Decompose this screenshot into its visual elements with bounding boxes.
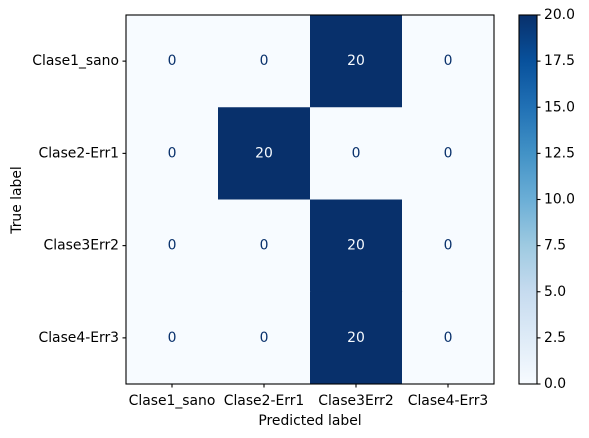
colorbar-tick-label: 20.0: [544, 7, 575, 23]
colorbar-tick-label: 7.5: [544, 238, 566, 254]
cell-value-label: 20: [347, 238, 365, 254]
y-tick-label: Clase3Err2: [44, 238, 119, 254]
colorbar-tick-label: 12.5: [544, 145, 575, 161]
x-tick-label: Clase1_sano: [129, 393, 216, 409]
x-tick-label: Clase3Err2: [318, 393, 393, 409]
colorbar-tick-label: 0.0: [544, 376, 566, 392]
cell-value-label: 0: [168, 238, 177, 254]
colorbar-tick-label: 10.0: [544, 192, 575, 208]
colorbar-gradient: [519, 15, 537, 384]
y-tick-label: Clase2-Err1: [39, 145, 120, 161]
cell-value-label: 0: [168, 330, 177, 346]
x-axis-label: Predicted label: [258, 413, 361, 429]
x-tick-label: Clase4-Err3: [408, 393, 489, 409]
x-tick-label: Clase2-Err1: [224, 393, 305, 409]
cell-value-label: 0: [168, 53, 177, 69]
colorbar: 0.0 2.5 5.0 7.5 10.0 12.5 15.0 17.5 20.0: [519, 7, 575, 392]
cell-value-label: 0: [444, 330, 453, 346]
y-tick-label: Clase1_sano: [32, 53, 119, 69]
y-axis-label: True label: [9, 166, 25, 235]
cell-value-label: 0: [260, 238, 269, 254]
cell-value-label: 0: [444, 238, 453, 254]
cell-value-label: 0: [444, 53, 453, 69]
heatmap-cells: 0 0 20 0 0 20 0 0 0 0 20 0 0 0 20 0: [126, 15, 495, 385]
cell-value-label: 0: [260, 53, 269, 69]
y-tick-label: Clase4-Err3: [39, 330, 120, 346]
colorbar-tick-label: 15.0: [544, 99, 575, 115]
cell-value-label: 20: [347, 53, 365, 69]
cell-value-label: 0: [260, 330, 269, 346]
colorbar-tick-label: 17.5: [544, 53, 575, 69]
cell-value-label: 0: [168, 145, 177, 161]
cell-value-label: 20: [255, 145, 273, 161]
colorbar-tick-label: 2.5: [544, 330, 566, 346]
cell-value-label: 0: [352, 145, 361, 161]
cell-value-label: 20: [347, 330, 365, 346]
colorbar-tick-label: 5.0: [544, 284, 566, 300]
cell-value-label: 0: [444, 145, 453, 161]
